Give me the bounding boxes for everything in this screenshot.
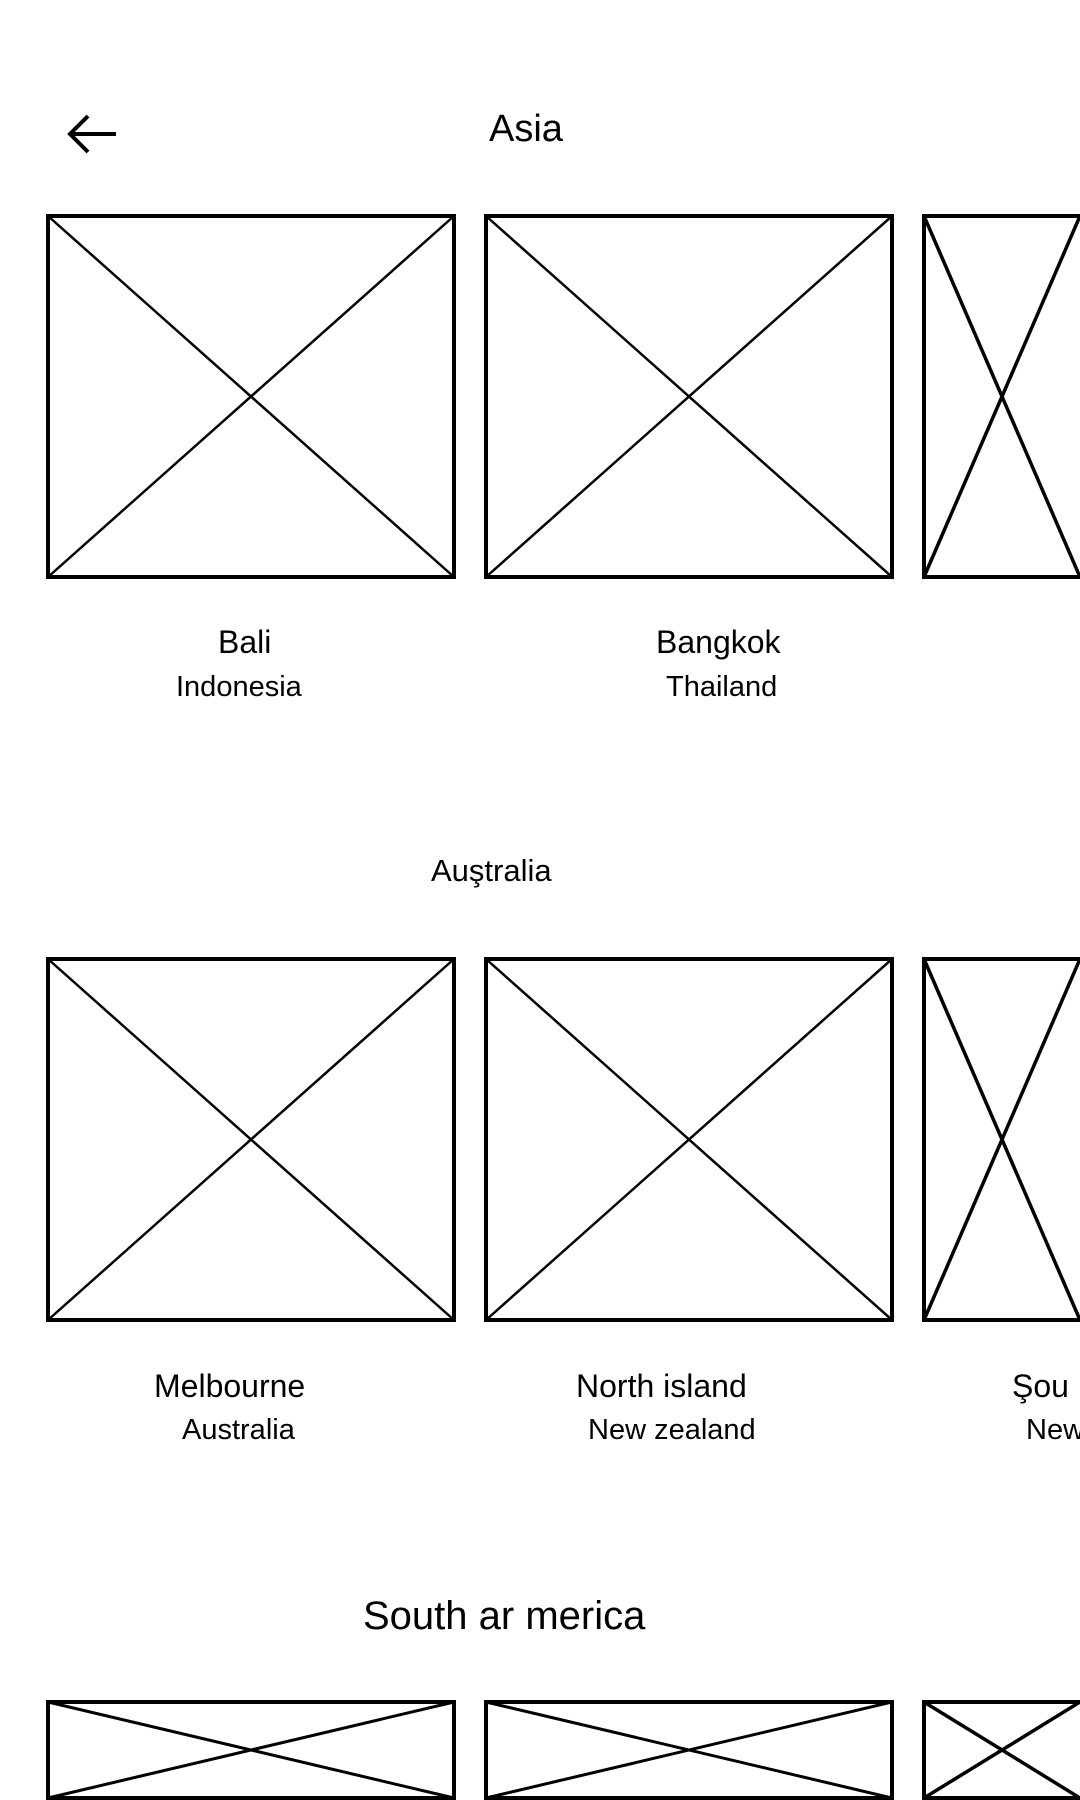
image-placeholder bbox=[46, 957, 456, 1322]
destination-card[interactable] bbox=[922, 214, 1080, 734]
card-title: Melbourne bbox=[154, 1368, 306, 1404]
destination-card[interactable]: Şou New bbox=[922, 957, 1080, 1477]
image-placeholder bbox=[484, 214, 894, 579]
destination-card[interactable]: North island New zealand bbox=[484, 957, 894, 1477]
carousel-australia[interactable]: Melbourne Australia North island New zea… bbox=[46, 957, 1080, 1477]
image-placeholder bbox=[484, 957, 894, 1322]
image-placeholder bbox=[922, 1700, 1080, 1800]
image-placeholder bbox=[484, 1700, 894, 1800]
destination-card[interactable]: Bangkok Thailand bbox=[484, 214, 894, 734]
image-placeholder bbox=[46, 214, 456, 579]
card-subtitle: New zealand bbox=[588, 1414, 756, 1446]
image-placeholder bbox=[922, 214, 1080, 579]
image-placeholder bbox=[46, 1700, 456, 1800]
card-subtitle: New bbox=[1026, 1414, 1080, 1446]
section-title-australia: Auştralia bbox=[431, 853, 552, 888]
back-button[interactable] bbox=[64, 110, 120, 158]
card-subtitle: Australia bbox=[182, 1414, 295, 1446]
destination-card[interactable]: Bali Indonesia bbox=[46, 214, 456, 734]
card-subtitle: Thailand bbox=[666, 671, 778, 703]
card-subtitle: Indonesia bbox=[176, 671, 302, 703]
destination-card[interactable]: Melbourne Australia bbox=[46, 957, 456, 1477]
card-title: North island bbox=[576, 1368, 747, 1404]
image-placeholder bbox=[922, 957, 1080, 1322]
destination-card[interactable] bbox=[46, 1700, 456, 1800]
card-title: Bali bbox=[218, 624, 272, 660]
arrow-left-icon bbox=[67, 114, 116, 154]
destination-card[interactable] bbox=[922, 1700, 1080, 1800]
section-title-asia: Asia bbox=[489, 108, 563, 150]
destination-card[interactable] bbox=[484, 1700, 894, 1800]
card-title: Şou bbox=[1012, 1368, 1069, 1404]
card-title: Bangkok bbox=[656, 624, 781, 660]
carousel-south-america[interactable] bbox=[46, 1700, 1080, 1800]
section-title-south-america: South ar merica bbox=[363, 1594, 646, 1638]
carousel-asia[interactable]: Bali Indonesia Bangkok Thailand bbox=[46, 214, 1080, 734]
